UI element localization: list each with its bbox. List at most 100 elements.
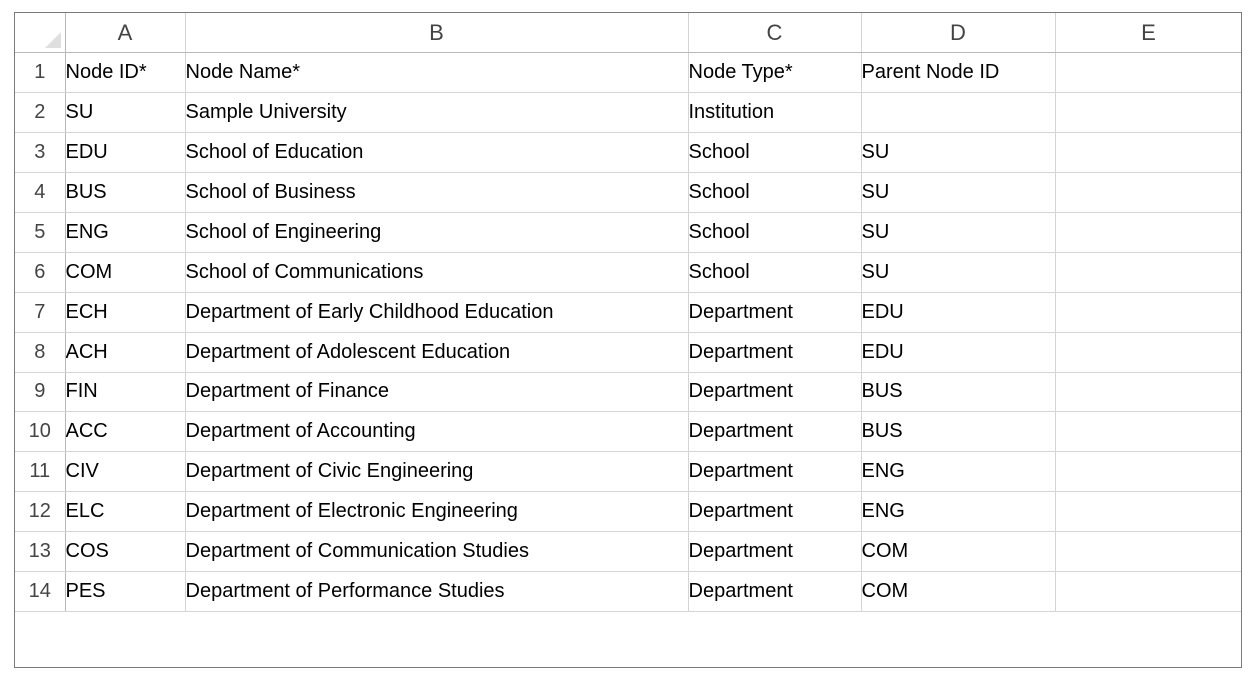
- row-header[interactable]: 1: [15, 52, 66, 94]
- column-header-c[interactable]: C: [688, 13, 862, 54]
- column-header-b[interactable]: B: [185, 13, 689, 54]
- cell-c[interactable]: Institution: [688, 92, 862, 134]
- cell-a[interactable]: ENG: [65, 212, 186, 253]
- cell-e[interactable]: [1055, 372, 1241, 413]
- cell-e[interactable]: [1055, 451, 1241, 493]
- cell-a[interactable]: ACH: [65, 332, 186, 373]
- select-all-corner[interactable]: [15, 13, 66, 54]
- cell-b[interactable]: School of Communications: [185, 252, 689, 293]
- cell-a[interactable]: COM: [65, 252, 186, 293]
- cell-e[interactable]: [1055, 132, 1241, 174]
- cell-d[interactable]: SU: [861, 132, 1056, 174]
- cell-a[interactable]: FIN: [65, 372, 186, 413]
- table-row: 8 ACH Department of Adolescent Education De…: [15, 332, 1241, 373]
- cell-e[interactable]: [1055, 92, 1241, 134]
- cell-c[interactable]: School: [688, 172, 862, 213]
- cell-e[interactable]: [1055, 531, 1241, 572]
- cell-b[interactable]: Department of Early Childhood Education: [185, 292, 689, 333]
- cell-b[interactable]: School of Business: [185, 172, 689, 213]
- cell-e[interactable]: [1055, 52, 1241, 94]
- table-row: 4 BUS School of Business School SU: [15, 172, 1241, 213]
- cell-d[interactable]: SU: [861, 212, 1056, 253]
- column-header-d[interactable]: D: [861, 13, 1056, 54]
- row-header[interactable]: 12: [15, 491, 66, 533]
- spreadsheet-grid: A B C D E 1 Node ID* Node Name* Node Type* P…: [14, 12, 1242, 668]
- row-header[interactable]: 7: [15, 292, 66, 333]
- table-row: 14 PES Department of Performance Studies De…: [15, 571, 1241, 612]
- cell-b[interactable]: School of Engineering: [185, 212, 689, 253]
- row-header[interactable]: 6: [15, 252, 66, 293]
- cell-b[interactable]: Department of Adolescent Education: [185, 332, 689, 373]
- cell-b[interactable]: School of Education: [185, 132, 689, 174]
- row-header[interactable]: 13: [15, 531, 66, 572]
- column-header-row: A B C D E: [15, 13, 1241, 54]
- cell-b[interactable]: Department of Communication Studies: [185, 531, 689, 572]
- row-header[interactable]: 11: [15, 451, 66, 493]
- row-header[interactable]: 3: [15, 132, 66, 174]
- cell-a[interactable]: ACC: [65, 411, 186, 453]
- cell-e[interactable]: [1055, 411, 1241, 453]
- cell-a[interactable]: EDU: [65, 132, 186, 174]
- cell-a[interactable]: SU: [65, 92, 186, 134]
- cell-a[interactable]: PES: [65, 571, 186, 612]
- row-header[interactable]: 5: [15, 212, 66, 253]
- cell-b[interactable]: Department of Performance Studies: [185, 571, 689, 612]
- cell-c[interactable]: Department: [688, 531, 862, 572]
- cell-d[interactable]: EDU: [861, 332, 1056, 373]
- cell-d[interactable]: ENG: [861, 451, 1056, 493]
- cell-a[interactable]: ECH: [65, 292, 186, 333]
- cell-e[interactable]: [1055, 491, 1241, 533]
- cell-d[interactable]: COM: [861, 531, 1056, 572]
- cell-d[interactable]: ENG: [861, 491, 1056, 533]
- cell-a[interactable]: BUS: [65, 172, 186, 213]
- row-header[interactable]: 14: [15, 571, 66, 612]
- table-row: 10 ACC Department of Accounting Department B…: [15, 411, 1241, 453]
- cell-d[interactable]: SU: [861, 252, 1056, 293]
- cell-d[interactable]: BUS: [861, 411, 1056, 453]
- cell-c[interactable]: Department: [688, 571, 862, 612]
- cell-a[interactable]: Node ID*: [65, 52, 186, 94]
- cell-a[interactable]: ELC: [65, 491, 186, 533]
- table-row: 5 ENG School of Engineering School SU: [15, 212, 1241, 253]
- cell-e[interactable]: [1055, 212, 1241, 253]
- cell-c[interactable]: Department: [688, 292, 862, 333]
- table-row: 11 CIV Department of Civic Engineering Depa…: [15, 451, 1241, 493]
- cell-e[interactable]: [1055, 571, 1241, 612]
- row-header[interactable]: 10: [15, 411, 66, 453]
- cell-c[interactable]: Department: [688, 491, 862, 533]
- row-header[interactable]: 2: [15, 92, 66, 134]
- cell-c[interactable]: Department: [688, 451, 862, 493]
- table-row: 7 ECH Department of Early Childhood Educat…: [15, 292, 1241, 333]
- cell-e[interactable]: [1055, 292, 1241, 333]
- cell-d[interactable]: COM: [861, 571, 1056, 612]
- cell-b[interactable]: Node Name*: [185, 52, 689, 94]
- cell-c[interactable]: School: [688, 132, 862, 174]
- cell-c[interactable]: School: [688, 252, 862, 293]
- cell-d[interactable]: SU: [861, 172, 1056, 213]
- cell-c[interactable]: School: [688, 212, 862, 253]
- cell-a[interactable]: COS: [65, 531, 186, 572]
- row-header[interactable]: 8: [15, 332, 66, 373]
- cell-c[interactable]: Department: [688, 411, 862, 453]
- column-header-a[interactable]: A: [65, 13, 186, 54]
- cell-d[interactable]: Parent Node ID: [861, 52, 1056, 94]
- row-header[interactable]: 4: [15, 172, 66, 213]
- cell-b[interactable]: Department of Electronic Engineering: [185, 491, 689, 533]
- cell-d[interactable]: [861, 92, 1056, 134]
- cell-d[interactable]: BUS: [861, 372, 1056, 413]
- column-header-e[interactable]: E: [1055, 13, 1241, 54]
- cell-e[interactable]: [1055, 332, 1241, 373]
- row-header[interactable]: 9: [15, 372, 66, 413]
- cell-c[interactable]: Department: [688, 332, 862, 373]
- cell-d[interactable]: EDU: [861, 292, 1056, 333]
- cell-b[interactable]: Department of Civic Engineering: [185, 451, 689, 493]
- cell-a[interactable]: CIV: [65, 451, 186, 493]
- cell-e[interactable]: [1055, 172, 1241, 213]
- cell-b[interactable]: Department of Finance: [185, 372, 689, 413]
- cell-b[interactable]: Sample University: [185, 92, 689, 134]
- cell-e[interactable]: [1055, 252, 1241, 293]
- cell-c[interactable]: Node Type*: [688, 52, 862, 94]
- cell-c[interactable]: Department: [688, 372, 862, 413]
- table-row: 1 Node ID* Node Name* Node Type* Parent Node…: [15, 52, 1241, 94]
- cell-b[interactable]: Department of Accounting: [185, 411, 689, 453]
